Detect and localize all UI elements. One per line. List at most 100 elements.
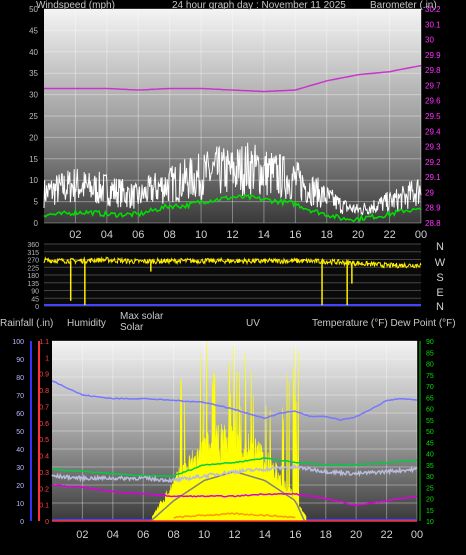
- humidity-tick-label: 0: [20, 519, 24, 526]
- time-tick-label: 14: [259, 529, 271, 541]
- windspeed-tick-label: 30: [29, 91, 38, 100]
- humidity-axis-title: Humidity: [67, 318, 106, 329]
- time-tick-label: 14: [258, 229, 270, 241]
- direction-tick-label: 135: [27, 281, 39, 288]
- humidity-tick-label: 10: [16, 501, 24, 508]
- wind-gust-line: [43, 142, 422, 216]
- rainfall-tick-label: 0.8: [39, 388, 49, 395]
- time-tick-label: 18: [321, 229, 333, 241]
- barometer-tick-label: 30: [425, 36, 434, 45]
- temperature-tick-label: 15: [426, 508, 434, 515]
- dew-point-line: [51, 484, 418, 507]
- barometer-tick-label: 29.1: [425, 173, 441, 182]
- barometer-tick-label: 30.1: [425, 20, 441, 29]
- time-tick-label: 08: [164, 229, 176, 241]
- temperature-tick-label: 20: [426, 497, 434, 504]
- direction-tick-label: 180: [27, 273, 39, 280]
- windspeed-tick-label: 0: [34, 219, 39, 228]
- rainfall-tick-label: 0.7: [39, 404, 49, 411]
- time-tick-label: 10: [198, 529, 210, 541]
- humidity-tick-label: 90: [16, 357, 24, 364]
- time-tick-label: 22: [380, 529, 392, 541]
- time-tick-label: 02: [76, 529, 88, 541]
- humidity-tick-label: 50: [16, 429, 24, 436]
- humidity-tick-label: 40: [16, 447, 24, 454]
- barometer-tick-label: 29.7: [425, 81, 441, 90]
- windspeed-tick-label: 25: [29, 112, 38, 121]
- wind-direction-line: [43, 256, 422, 269]
- chart-title: 24 hour graph day : November 11 2025: [172, 0, 346, 11]
- temperature-tick-label: 10: [426, 519, 434, 526]
- barometer-line: [44, 64, 422, 93]
- max-solar-title: Max solar: [120, 311, 164, 322]
- barometer-tick-label: 28.9: [425, 204, 441, 213]
- humidity-tick-label: 20: [16, 483, 24, 490]
- humidity-tick-label: 80: [16, 375, 24, 382]
- windspeed-tick-label: 5: [34, 198, 39, 207]
- rainfall-tick-label: 0.9: [39, 372, 49, 379]
- rainfall-tick-label: 0.4: [39, 454, 49, 461]
- temperature-tick-label: 75: [426, 373, 434, 380]
- compass-label: N: [436, 301, 444, 313]
- barometer-tick-label: 29.5: [425, 112, 441, 121]
- time-tick-label: 02: [69, 229, 81, 241]
- direction-tick-label: 225: [27, 265, 39, 272]
- temperature-tick-label: 65: [426, 395, 434, 402]
- time-tick-label: 10: [195, 229, 207, 241]
- rainfall-tick-label: 1: [45, 355, 49, 362]
- barometer-tick-label: 29.4: [425, 127, 441, 136]
- temperature-tick-label: 45: [426, 440, 434, 447]
- barometer-axis-title: Barometer (.in): [370, 0, 437, 11]
- time-tick-label: 06: [137, 529, 149, 541]
- windspeed-tick-label: 15: [29, 155, 38, 164]
- uv-title: UV: [246, 318, 260, 329]
- temperature-tick-label: 55: [426, 418, 434, 425]
- time-tick-label: 12: [226, 229, 238, 241]
- windspeed-tick-label: 20: [29, 133, 38, 142]
- humidity-tick-label: 30: [16, 465, 24, 472]
- windspeed-tick-label: 50: [29, 5, 38, 14]
- barometer-tick-label: 28.8: [425, 219, 441, 228]
- temperature-tick-label: 80: [426, 362, 434, 369]
- compass-label: E: [436, 287, 443, 299]
- uv-line: [173, 512, 296, 519]
- wind-chill-line: [51, 463, 418, 484]
- temperature-tick-label: 35: [426, 463, 434, 470]
- temperature-tick-label: 40: [426, 452, 434, 459]
- rainfall-axis-title: Rainfall (.in): [0, 318, 54, 329]
- compass-label: N: [436, 241, 444, 253]
- time-tick-label: 16: [289, 229, 301, 241]
- temperature-tick-label: 25: [426, 485, 434, 492]
- compass-label: S: [436, 272, 443, 284]
- time-tick-label: 20: [352, 229, 364, 241]
- temperature-dewpoint-title: Temperature (°F) Dew Point (°F): [312, 318, 456, 329]
- time-tick-label: 00: [411, 529, 423, 541]
- time-tick-label: 22: [383, 229, 395, 241]
- time-tick-label: 06: [132, 229, 144, 241]
- temperature-tick-label: 90: [426, 339, 434, 346]
- humidity-line: [51, 379, 418, 422]
- humidity-tick-label: 100: [12, 339, 24, 346]
- temperature-line: [51, 456, 418, 478]
- barometer-tick-label: 30.2: [425, 5, 441, 14]
- time-tick-label: 00: [415, 229, 427, 241]
- temperature-tick-label: 50: [426, 429, 434, 436]
- direction-tick-label: 270: [27, 258, 39, 265]
- time-tick-label: 04: [107, 529, 119, 541]
- windspeed-tick-label: 45: [29, 26, 38, 35]
- direction-tick-label: 0: [35, 304, 39, 311]
- barometer-tick-label: 29.3: [425, 143, 441, 152]
- rainfall-tick-label: 0.5: [39, 437, 49, 444]
- windspeed-tick-label: 10: [29, 176, 38, 185]
- rainfall-tick-label: 0: [45, 519, 49, 526]
- windspeed-tick-label: 35: [29, 69, 38, 78]
- barometer-tick-label: 29: [425, 188, 434, 197]
- temperature-tick-label: 85: [426, 350, 434, 357]
- humidity-tick-label: 60: [16, 411, 24, 418]
- time-tick-label: 20: [350, 529, 362, 541]
- temperature-tick-label: 60: [426, 407, 434, 414]
- temperature-tick-label: 30: [426, 474, 434, 481]
- rainfall-tick-label: 0.3: [39, 470, 49, 477]
